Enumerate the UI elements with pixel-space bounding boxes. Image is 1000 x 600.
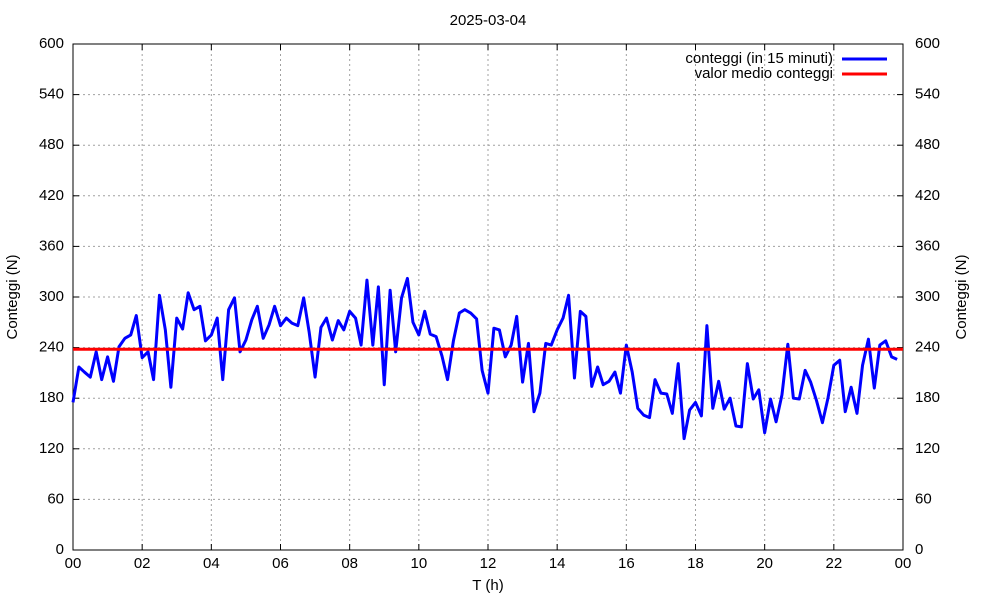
- x-tick-label: 06: [272, 555, 289, 572]
- y-tick-label: 300: [39, 288, 64, 305]
- x-tick-label: 16: [618, 555, 635, 572]
- x-tick-label: 02: [134, 555, 151, 572]
- x-tick-label: 08: [341, 555, 358, 572]
- x-tick-label: 12: [480, 555, 497, 572]
- x-tick-label: 18: [687, 555, 704, 572]
- y-tick-label: 180: [39, 389, 64, 406]
- y2-tick-label: 240: [915, 339, 940, 356]
- y-tick-label: 0: [56, 541, 64, 558]
- x-tick-label: 00: [895, 555, 912, 572]
- y2-tick-label: 360: [915, 237, 940, 254]
- y2-tick-label: 0: [915, 541, 923, 558]
- y-tick-label: 120: [39, 440, 64, 457]
- y2-tick-label: 420: [915, 187, 940, 204]
- plot-frame: [72, 43, 904, 551]
- y2-tick-label: 600: [915, 35, 940, 52]
- y2-axis-label: Conteggi (N): [953, 254, 970, 339]
- y-tick-label: 60: [47, 490, 64, 507]
- y-tick-label: 600: [39, 35, 64, 52]
- x-tick-label: 14: [549, 555, 566, 572]
- x-tick-label: 22: [825, 555, 842, 572]
- data-line: [71, 276, 898, 441]
- y2-tick-label: 60: [915, 490, 932, 507]
- y-tick-label: 420: [39, 187, 64, 204]
- x-tick-label: 10: [410, 555, 427, 572]
- y-axis-label: Conteggi (N): [4, 254, 21, 339]
- x-tick-label: 20: [756, 555, 773, 572]
- y-tick-label: 540: [39, 86, 64, 103]
- y2-tick-label: 480: [915, 136, 940, 153]
- y2-tick-label: 540: [915, 86, 940, 103]
- legend-label: valor medio conteggi: [695, 65, 833, 82]
- y2-tick-label: 120: [915, 440, 940, 457]
- y-tick-label: 480: [39, 136, 64, 153]
- y-tick-label: 360: [39, 237, 64, 254]
- x-tick-label: 00: [65, 555, 82, 572]
- legend-label: conteggi (in 15 minuti): [685, 50, 833, 67]
- y2-tick-label: 300: [915, 288, 940, 305]
- chart-title: 2025-03-04: [450, 12, 527, 29]
- x-axis-label: T (h): [472, 577, 503, 594]
- y-tick-label: 240: [39, 339, 64, 356]
- y2-tick-label: 180: [915, 389, 940, 406]
- x-tick-label: 04: [203, 555, 220, 572]
